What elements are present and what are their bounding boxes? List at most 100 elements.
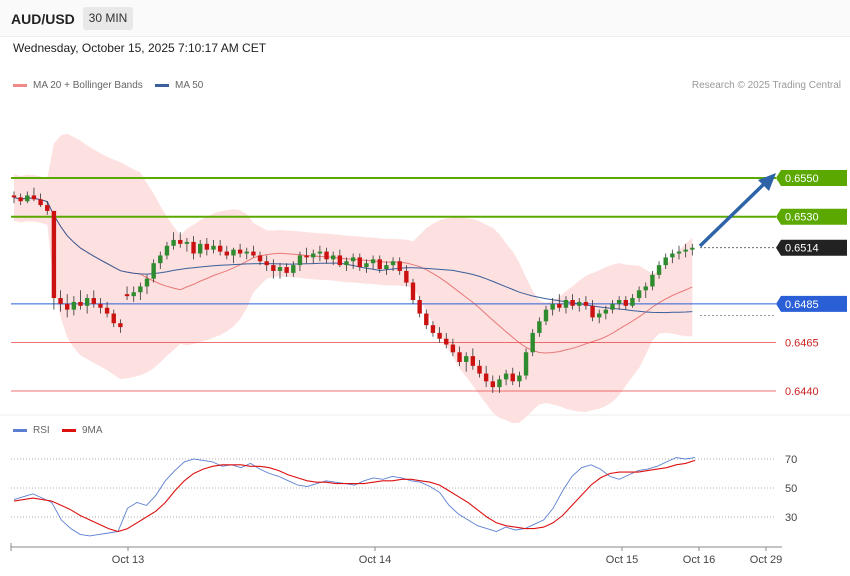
candle-body (324, 251, 329, 260)
candle-body (530, 332, 535, 353)
candle-body (623, 299, 628, 306)
candle-body (570, 299, 575, 306)
candle-body (477, 365, 482, 374)
candle-body (424, 313, 429, 326)
rsi-level-label: 70 (785, 454, 797, 466)
candle-body (543, 309, 549, 322)
candle-body (464, 356, 469, 362)
research-credit: Research © 2025 Trading Central (691, 80, 841, 91)
candle-body (630, 298, 635, 306)
candle-body (690, 247, 695, 250)
candle-body (404, 270, 409, 283)
candle-body (597, 313, 602, 318)
candle-body (550, 303, 555, 310)
legend-rsi-ma: 9MA (62, 425, 103, 436)
candle-body (337, 255, 343, 266)
candle-body (397, 261, 402, 271)
candle-body (158, 255, 163, 264)
toolbar: AUD/USD 30 MIN (0, 0, 850, 37)
candle-body (510, 373, 515, 382)
level-tag (776, 295, 847, 312)
forecast-arrow-head (758, 173, 776, 191)
rsi-ma-label: 9MA (82, 425, 103, 436)
candle-body (483, 373, 489, 382)
candle-body (603, 309, 609, 314)
level-tag (776, 208, 847, 225)
candle-body (171, 239, 176, 246)
candle-body (437, 332, 442, 339)
candle-body (84, 298, 90, 306)
candle-body (563, 299, 569, 308)
candle-body (25, 195, 30, 202)
candle-body (91, 298, 96, 304)
forecast-arrow (698, 173, 776, 248)
candle-body (616, 299, 622, 304)
candle-body (204, 243, 210, 250)
candle-body (663, 257, 668, 266)
ma20-label: MA 20 + Bollinger Bands (33, 80, 143, 91)
candle-body (131, 292, 136, 297)
candle-body (377, 259, 382, 270)
x-axis-tick-label: Oct 16 (683, 554, 715, 566)
candle-body (144, 278, 150, 287)
level-label: 0.6550 (785, 173, 819, 185)
level-label: 0.6530 (785, 212, 819, 224)
rsi-level-label: 30 (785, 512, 797, 524)
candle-body (78, 301, 83, 306)
candle-body (257, 255, 263, 262)
candle-body (331, 255, 336, 260)
candle-body (517, 375, 522, 382)
candle-body (643, 286, 648, 291)
candle-body (590, 305, 595, 318)
candles (11, 187, 695, 393)
x-axis-tick-label: Oct 29 (750, 554, 782, 566)
candle-body (151, 263, 156, 279)
legend-ma50: MA 50 (155, 80, 203, 91)
candle-body (317, 251, 323, 254)
level-tag (776, 239, 847, 256)
candle-body (490, 381, 495, 388)
candle-body (264, 261, 269, 266)
ma50-label: MA 50 (175, 80, 204, 91)
candle-body (231, 249, 236, 256)
candle-body (311, 253, 316, 258)
x-axis-tick-label: Oct 15 (606, 554, 638, 566)
rsi-swatch (13, 429, 27, 432)
candle-body (676, 251, 682, 254)
candle-body (138, 286, 143, 293)
candle-body (51, 210, 57, 299)
candle-body (610, 303, 615, 310)
candle-body (178, 239, 183, 244)
candle-body (244, 251, 249, 254)
candle-body (683, 249, 688, 252)
candle-body (224, 251, 229, 256)
candle-body (18, 197, 23, 202)
candle-body (650, 274, 655, 287)
candle-body (503, 373, 509, 380)
level-labels: 0.6550 0.6530 0.6514 0.6485 0.6465 0.6440 (776, 170, 847, 398)
x-axis: Oct 13 Oct 14 Oct 15 Oct 16 Oct 29 (10, 543, 782, 566)
rsi-ma-line (13, 459, 696, 533)
candle-body (111, 313, 116, 324)
candle-body (104, 307, 110, 314)
candle-body (344, 261, 349, 266)
candle-body (65, 303, 70, 310)
candle-body (350, 257, 356, 262)
candle-body (237, 249, 243, 254)
candle-body (251, 251, 256, 256)
candle-body (58, 298, 63, 304)
candle-body (470, 356, 476, 366)
bollinger-band (14, 133, 693, 424)
price-levels (11, 177, 776, 392)
candle-body (364, 263, 369, 268)
timeframe-button[interactable]: 30 MIN (83, 7, 133, 30)
candle-body (636, 290, 642, 299)
candle-body (537, 321, 542, 333)
forecast-arrow-shaft (698, 181, 767, 248)
candle-body (357, 257, 362, 268)
candle-body (370, 259, 376, 264)
x-axis-tick-label: Oct 13 (112, 554, 144, 566)
level-label: 0.6440 (785, 386, 819, 398)
level-tag (776, 170, 847, 186)
